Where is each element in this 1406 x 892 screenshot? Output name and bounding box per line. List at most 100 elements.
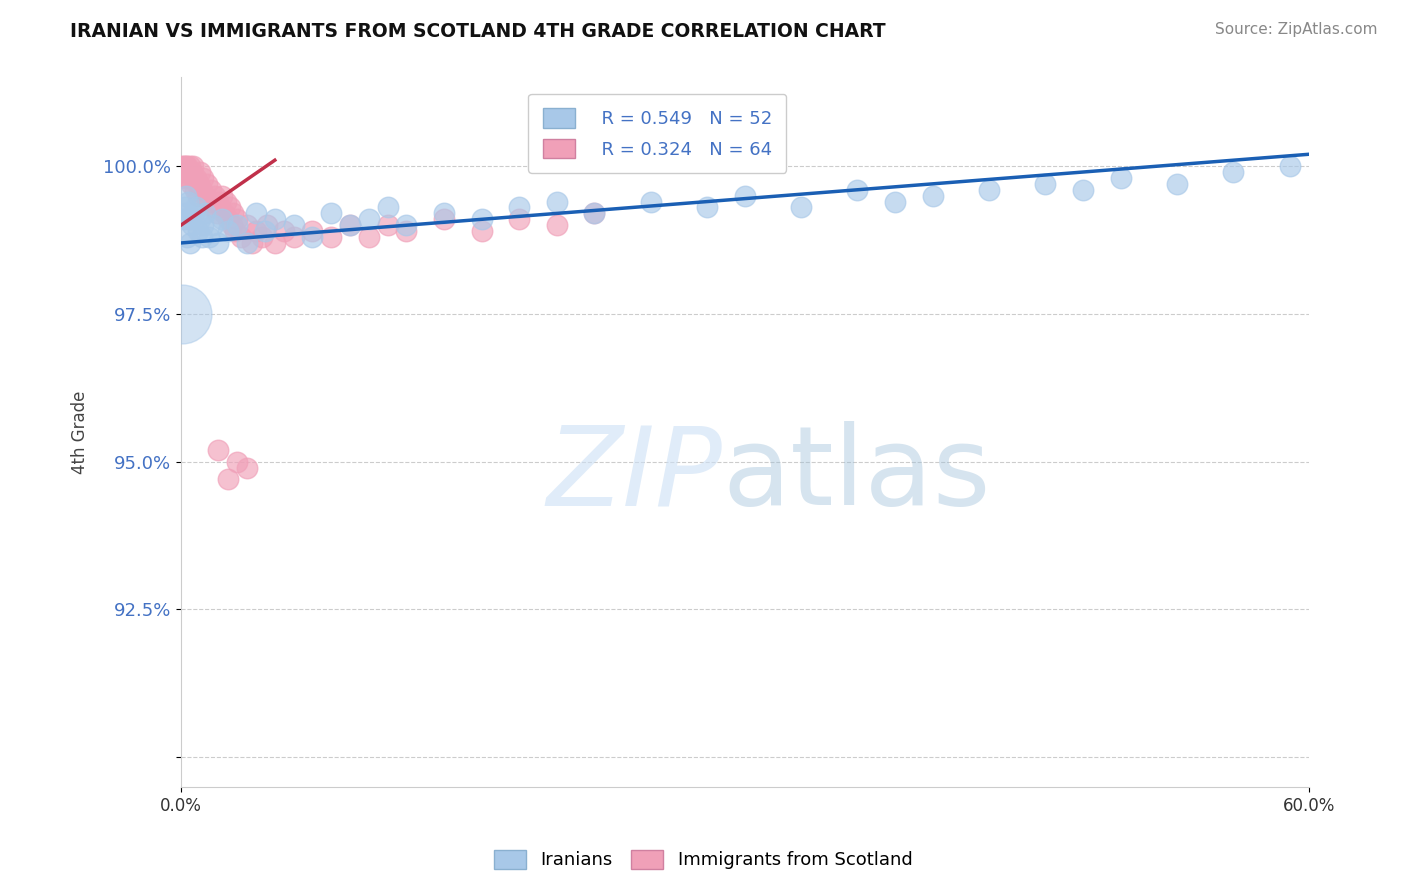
Point [283, 230, 305, 244]
Point [179, 165, 201, 179]
Point [201, 219, 224, 233]
Point [174, 159, 197, 173]
Point [240, 235, 263, 250]
Point [256, 219, 278, 233]
Point [1109, 170, 1132, 185]
Point [173, 212, 195, 227]
Point [187, 224, 209, 238]
Text: IRANIAN VS IMMIGRANTS FROM SCOTLAND 4TH GRADE CORRELATION CHART: IRANIAN VS IMMIGRANTS FROM SCOTLAND 4TH … [70, 22, 886, 41]
Point [170, 307, 193, 321]
Point [207, 442, 229, 457]
Point [339, 219, 361, 233]
Point [181, 165, 204, 179]
Point [508, 201, 530, 215]
Point [179, 159, 201, 173]
Point [187, 188, 209, 202]
Point [790, 201, 813, 215]
Point [977, 183, 1000, 197]
Point [187, 177, 209, 191]
Point [195, 177, 218, 191]
Point [201, 201, 224, 215]
Point [696, 201, 718, 215]
Point [377, 219, 399, 233]
Point [170, 159, 193, 173]
Legend: Iranians, Immigrants from Scotland: Iranians, Immigrants from Scotland [485, 840, 921, 879]
Point [1278, 159, 1301, 173]
Point [183, 206, 205, 220]
Point [215, 194, 238, 209]
Point [194, 206, 217, 220]
Point [245, 224, 267, 238]
Point [212, 206, 235, 220]
Point [471, 224, 494, 238]
Point [226, 455, 249, 469]
Point [217, 224, 239, 238]
Point [583, 206, 606, 220]
Point [193, 170, 215, 185]
Point [193, 219, 215, 233]
Point [176, 206, 198, 220]
Point [173, 159, 195, 173]
Point [508, 212, 530, 227]
Text: ZIP: ZIP [547, 421, 723, 528]
Point [179, 212, 201, 227]
Point [211, 188, 233, 202]
Point [301, 224, 323, 238]
Point [546, 219, 568, 233]
Point [357, 212, 380, 227]
Point [357, 230, 380, 244]
Point [471, 212, 494, 227]
Point [181, 159, 204, 173]
Point [433, 206, 456, 220]
Point [235, 235, 257, 250]
Point [179, 235, 201, 250]
Point [183, 170, 205, 185]
Point [207, 194, 229, 209]
Point [377, 201, 399, 215]
Point [190, 183, 212, 197]
Text: Source: ZipAtlas.com: Source: ZipAtlas.com [1215, 22, 1378, 37]
Point [884, 194, 907, 209]
Point [198, 230, 221, 244]
Point [273, 224, 295, 238]
Legend:   R = 0.549   N = 52,   R = 0.324   N = 64: R = 0.549 N = 52, R = 0.324 N = 64 [529, 94, 786, 173]
Point [188, 212, 211, 227]
Point [172, 165, 194, 179]
Point [921, 188, 943, 202]
Point [204, 188, 226, 202]
Point [235, 219, 257, 233]
Point [184, 170, 207, 185]
Point [640, 194, 662, 209]
Point [207, 235, 229, 250]
Point [205, 206, 228, 220]
Point [583, 206, 606, 220]
Point [250, 230, 273, 244]
Point [1222, 165, 1244, 179]
Point [229, 230, 252, 244]
Point [176, 165, 198, 179]
Point [846, 183, 869, 197]
Point [245, 206, 267, 220]
Point [1166, 177, 1188, 191]
Point [184, 183, 207, 197]
Point [173, 170, 195, 185]
Point [188, 165, 211, 179]
Point [184, 201, 207, 215]
Point [181, 219, 204, 233]
Point [209, 201, 232, 215]
Point [321, 206, 343, 220]
Point [173, 201, 195, 215]
Point [226, 219, 249, 233]
Point [263, 212, 285, 227]
Point [734, 188, 756, 202]
Point [283, 219, 305, 233]
Point [395, 219, 418, 233]
Point [546, 194, 568, 209]
Y-axis label: 4th Grade: 4th Grade [72, 391, 89, 474]
Point [339, 219, 361, 233]
Point [222, 206, 245, 220]
Point [263, 235, 285, 250]
Point [218, 201, 240, 215]
Point [221, 219, 243, 233]
Point [177, 194, 200, 209]
